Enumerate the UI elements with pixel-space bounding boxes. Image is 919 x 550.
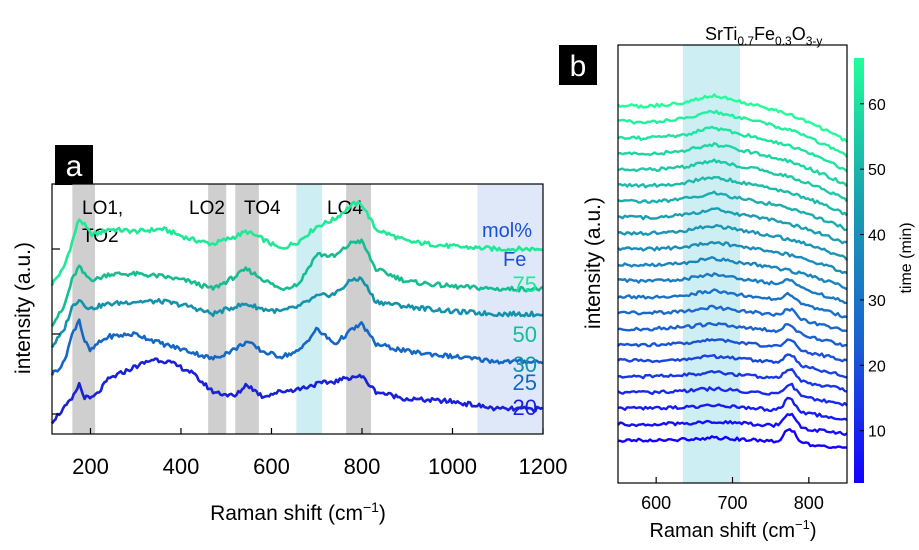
band-shaded-3 <box>296 184 323 434</box>
series-75-label: 75 <box>513 272 537 297</box>
series-25-label: 25 <box>513 370 537 395</box>
band-lo1 <box>72 184 95 434</box>
spectrum-6-line <box>617 353 848 379</box>
panel-b-series <box>617 93 848 449</box>
series-20-line <box>50 357 544 425</box>
band-lo2 <box>208 184 227 434</box>
panel-a-x-ticks: 200 400 600 800 1000 1200 <box>72 428 567 479</box>
spectrum-15-line <box>617 207 848 245</box>
panel-b-y-axis-label: intensity (a.u.) <box>582 197 605 329</box>
band-label-lo2: LO2 <box>189 198 225 219</box>
x-tick-label-200: 200 <box>72 454 109 479</box>
spectrum-9-line <box>617 304 848 333</box>
spectrum-21-line <box>617 109 848 158</box>
spectrum-4-line <box>617 382 848 407</box>
panel-a-x-axis-label: Raman shift (cm−1) <box>210 499 386 525</box>
band-shaded-5 <box>477 184 543 434</box>
colorbar-tick-label-50: 50 <box>868 162 886 179</box>
panel-a-y-ticks <box>52 248 60 415</box>
panel-b-label-box <box>559 45 597 85</box>
panel-a-y-axis-label: intensity (a.u.) <box>12 242 35 374</box>
spectrum-8-line <box>617 321 848 348</box>
panel-b: b SrTi0.7Fe0.3O3-y 600 700 800 Raman shift… <box>559 24 915 542</box>
colorbar-label: time (min) <box>898 222 915 293</box>
series-30-line <box>50 276 543 349</box>
colorbar-tick-label-40: 40 <box>868 228 886 245</box>
colorbar-tick-label-10: 10 <box>868 424 886 441</box>
band-lo4 <box>346 184 372 434</box>
colorbar <box>854 58 864 483</box>
spectrum-5-line <box>617 368 848 393</box>
band-label-to4: TO4 <box>244 198 281 219</box>
x-tick-label-400: 400 <box>163 454 200 479</box>
b-x-tick-label-700: 700 <box>717 493 747 513</box>
panel-a-mol-label: mol% <box>482 220 532 242</box>
series-30-label: 30 <box>513 352 537 377</box>
spectrum-1-line <box>617 428 848 449</box>
spectrum-11-line <box>617 272 848 305</box>
spectrum-14-line <box>617 223 848 261</box>
spectrum-13-line <box>617 240 848 275</box>
series-20-label: 20 <box>513 395 537 420</box>
panel-a-fe-label: Fe <box>503 249 526 271</box>
spectrum-17-line <box>617 175 848 217</box>
panel-a-label: a <box>66 150 83 183</box>
b-x-tick-label-800: 800 <box>794 493 824 513</box>
spectrum-22-line <box>617 93 848 143</box>
panel-b-x-axis-label: Raman shift (cm−1) <box>649 517 816 542</box>
spectrum-2-line <box>617 412 848 437</box>
spectrum-10-line <box>617 288 848 319</box>
series-50-line <box>50 238 544 327</box>
colorbar-tick-label-20: 20 <box>868 358 886 375</box>
panel-a-label-box <box>55 145 93 185</box>
panel-b-x-ticks: 600 700 800 <box>641 477 824 513</box>
colorbar-ticks: 10 20 30 40 50 60 <box>860 97 886 441</box>
panel-a-series <box>50 200 544 425</box>
panel-b-label: b <box>570 50 587 83</box>
spectrum-12-line <box>617 256 848 291</box>
spectrum-16-line <box>617 190 848 232</box>
series-25-line <box>50 318 544 376</box>
spectrum-18-line <box>617 158 848 203</box>
band-to4 <box>235 184 259 434</box>
band-label-lo1: LO1, <box>82 198 123 219</box>
spectrum-19-line <box>617 142 848 188</box>
x-tick-label-1200: 1200 <box>519 454 568 479</box>
spectrum-20-line <box>617 125 848 173</box>
x-tick-label-1000: 1000 <box>428 454 477 479</box>
series-75-line <box>50 200 544 286</box>
panel-a-bands <box>72 184 543 434</box>
x-tick-label-800: 800 <box>344 454 381 479</box>
b-x-tick-label-600: 600 <box>641 493 671 513</box>
x-tick-label-600: 600 <box>253 454 290 479</box>
colorbar-tick-label-30: 30 <box>868 293 886 310</box>
panel-a-plot-frame <box>51 183 544 435</box>
spectrum-7-line <box>617 338 848 363</box>
series-50-label: 50 <box>513 322 537 347</box>
spectrum-3-line <box>617 396 848 421</box>
colorbar-tick-label-60: 60 <box>868 97 886 114</box>
